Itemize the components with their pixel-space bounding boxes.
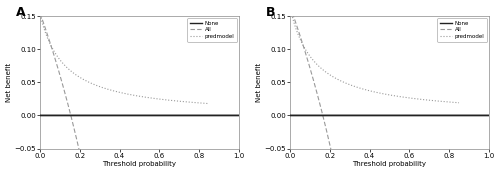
Text: B: B: [266, 6, 276, 19]
Y-axis label: Net benefit: Net benefit: [256, 63, 262, 102]
X-axis label: Threshold probability: Threshold probability: [352, 161, 426, 167]
Text: A: A: [16, 6, 26, 19]
Y-axis label: Net benefit: Net benefit: [6, 63, 12, 102]
X-axis label: Threshold probability: Threshold probability: [102, 161, 176, 167]
Legend: None, All, predmodel: None, All, predmodel: [438, 18, 487, 42]
Legend: None, All, predmodel: None, All, predmodel: [188, 18, 237, 42]
